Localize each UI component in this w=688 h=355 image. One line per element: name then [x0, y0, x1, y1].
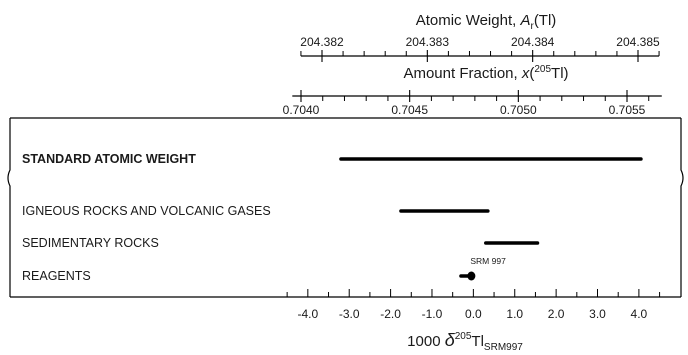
x-axis-title: 1000 δ205TlSRM997	[407, 330, 523, 353]
top_axis_2-tick-label: 0.7045	[391, 103, 428, 117]
x-axis-tick-label: -1.0	[422, 307, 443, 321]
frame-right	[680, 118, 684, 297]
x-axis-tick-label: 3.0	[589, 307, 606, 321]
delta-axis: -4.0 -3.0 -2.0 -1.0 0.0 1.0 2.0 3.0 4.0 1000 δ205…	[286, 289, 661, 353]
x-axis-tick-label: 0.0	[465, 307, 482, 321]
top_axis_1-tick-label: 204.383	[406, 35, 450, 49]
top_axis_1-tick-label: 204.385	[616, 35, 660, 49]
x-axis-tick-label: 4.0	[631, 307, 648, 321]
x-axis-tick-label: 2.0	[548, 307, 565, 321]
range-point	[467, 271, 476, 281]
x-axis-tick-label: -3.0	[339, 307, 360, 321]
row-label: REAGENTS	[22, 269, 91, 283]
top_axis_2-tick-label: 0.7055	[609, 103, 646, 117]
top_axis_2-tick-label: 0.7040	[283, 103, 320, 117]
range-rows: STANDARD ATOMIC WEIGHT IGNEOUS ROCKS AND …	[22, 152, 643, 283]
amount-fraction-axis: 0.7040 0.7045 0.7050 0.7055 Amount Fraction,…	[283, 64, 662, 117]
amount-fraction-axis-title: Amount Fraction, x(205Tl)	[403, 64, 568, 82]
atomic-weight-axis-title: Atomic Weight, Ar(Tl)	[416, 12, 557, 32]
top_axis_1-tick-label: 204.382	[300, 35, 344, 49]
top_axis_2-tick-label: 0.7050	[500, 103, 537, 117]
x-axis-tick-label: -2.0	[380, 307, 401, 321]
row-label: IGNEOUS ROCKS AND VOLCANIC GASES	[22, 204, 271, 218]
x-axis-tick-label: -4.0	[297, 307, 318, 321]
row-label: STANDARD ATOMIC WEIGHT	[22, 152, 196, 166]
top_axis_1-tick-label: 204.384	[511, 35, 555, 49]
frame-left	[7, 118, 11, 297]
x-axis-tick-label: 1.0	[506, 307, 523, 321]
row-label: SEDIMENTARY ROCKS	[22, 236, 159, 250]
srm-annotation: SRM 997	[470, 256, 506, 266]
plot-frame	[7, 117, 684, 298]
atomic-weight-axis: 204.382 204.383 204.384 204.385 Atomic Weigh…	[300, 12, 660, 62]
